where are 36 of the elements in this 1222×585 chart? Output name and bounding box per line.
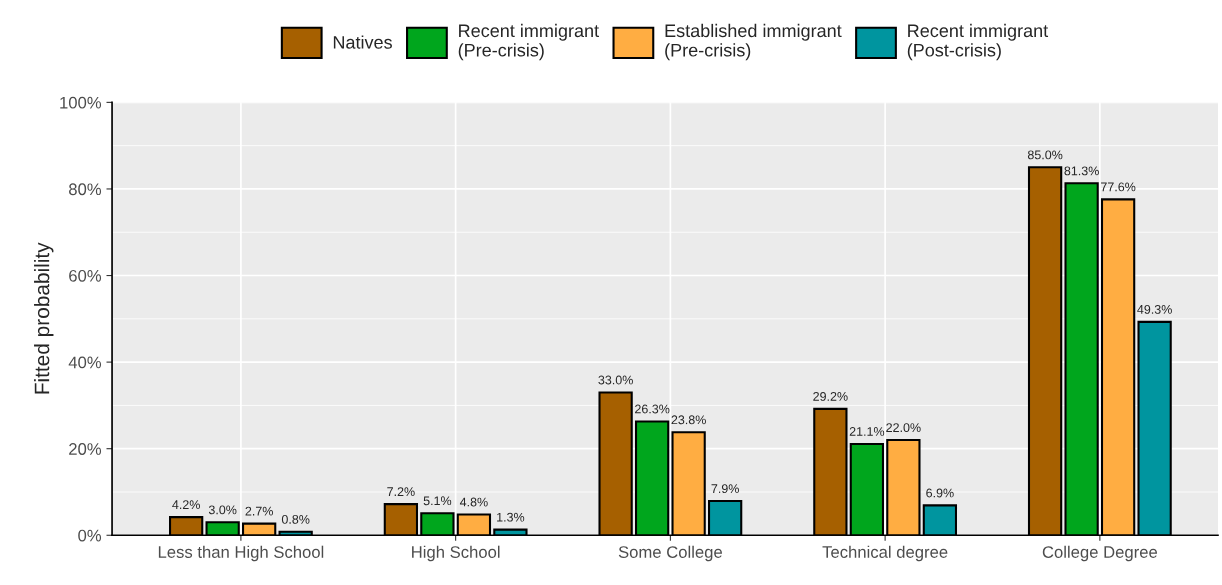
- data-label: 1.3%: [497, 512, 525, 522]
- data-label: 0.8%: [281, 514, 310, 524]
- legend-label: Established immigrant (Pre-crisis): [665, 23, 842, 61]
- data-label: 49.3%: [1137, 304, 1172, 314]
- legend-label: Natives: [333, 35, 392, 49]
- data-label: 7.2%: [387, 487, 415, 497]
- data-label: 81.3%: [1064, 166, 1099, 176]
- data-label: 21.1%: [849, 427, 885, 436]
- data-label: 23.8%: [671, 415, 706, 425]
- y-tick-label: 80%: [69, 183, 102, 196]
- x-tick-label: Less than High School: [158, 545, 324, 562]
- y-tick-label: 0%: [78, 529, 102, 542]
- data-label: 29.2%: [813, 391, 848, 401]
- y-tick-label: 40%: [68, 356, 102, 369]
- x-tick-label: High School: [412, 545, 500, 562]
- y-axis-title: Fitted probability: [34, 242, 54, 394]
- data-label: 85.0%: [1027, 150, 1063, 160]
- legend-label: Recent immigrant (Pre-crisis): [458, 23, 599, 61]
- x-tick-label: Technical degree: [822, 545, 948, 562]
- y-tick-label: 100%: [60, 96, 102, 109]
- data-label: 77.6%: [1101, 182, 1136, 192]
- x-tick-label: College Degree: [1042, 545, 1158, 562]
- data-label: 33.0%: [598, 375, 633, 385]
- data-label: 7.9%: [711, 484, 739, 494]
- data-label: 3.0%: [208, 505, 237, 515]
- data-label: 22.0%: [886, 423, 921, 433]
- data-label: 4.8%: [459, 497, 488, 507]
- data-label: 5.1%: [423, 496, 452, 506]
- y-tick-label: 60%: [69, 269, 102, 282]
- data-label: 2.7%: [245, 506, 273, 516]
- data-label: 4.2%: [172, 500, 200, 510]
- data-label: 6.9%: [926, 488, 954, 498]
- y-tick-label: 20%: [69, 443, 102, 455]
- x-tick-label: Some College: [618, 545, 722, 562]
- data-label: 26.3%: [635, 404, 670, 414]
- legend-label: Recent immigrant (Post-crisis): [907, 23, 1049, 61]
